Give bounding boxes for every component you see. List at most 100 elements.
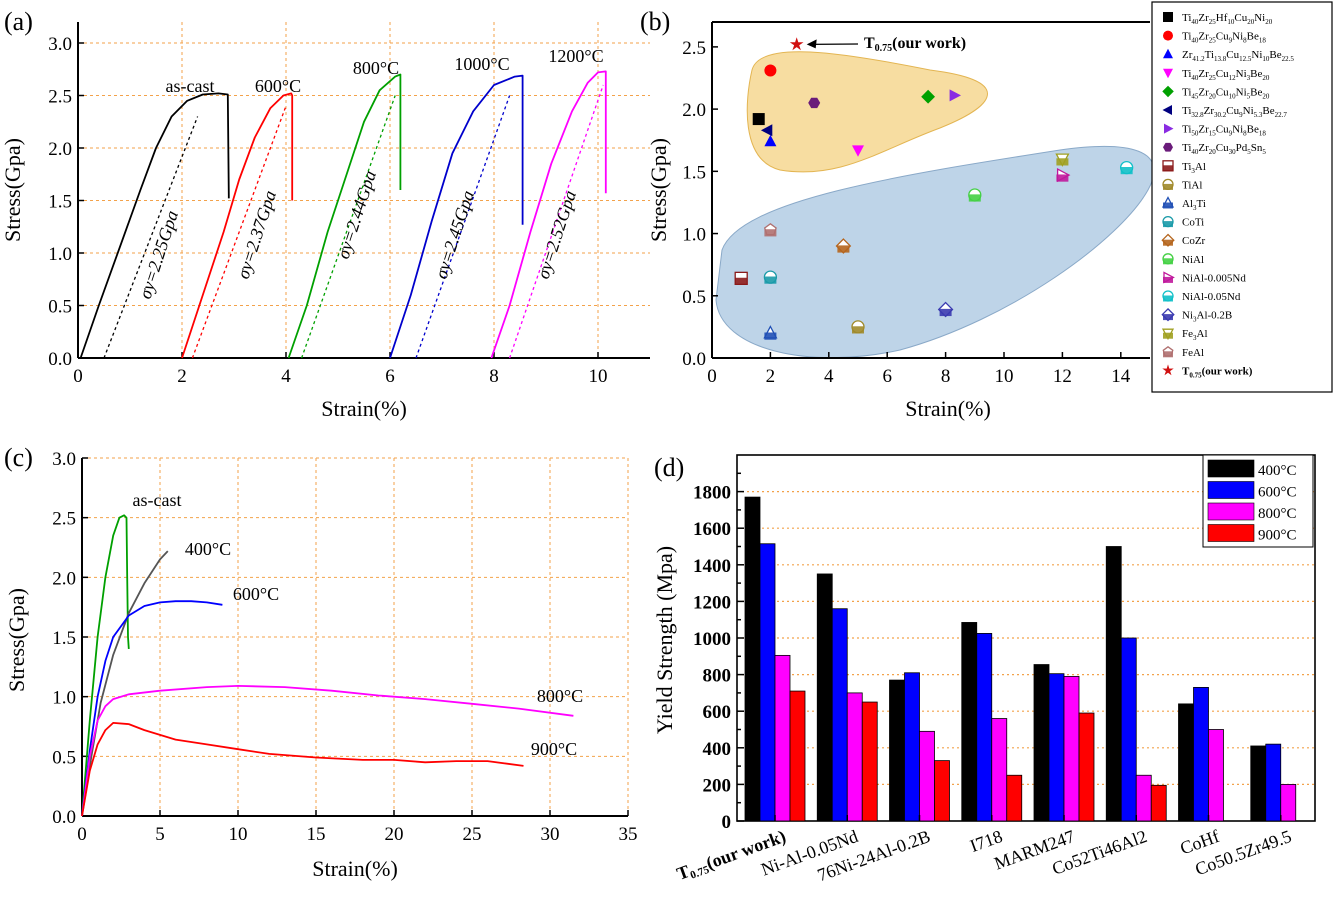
x-tick-label: 10	[229, 824, 248, 845]
scatter-point	[921, 89, 935, 104]
y-tick-label: 3.0	[48, 34, 72, 55]
x-tick-label: 8	[489, 366, 499, 387]
y-tick-label: 2.0	[682, 100, 706, 121]
bar	[1280, 784, 1297, 822]
series-label: 900°C	[531, 739, 577, 759]
y-tick-label: 1400	[693, 556, 731, 577]
x-tick-label: 2	[766, 366, 776, 387]
x-tick-label: 5	[155, 824, 165, 845]
y-tick-label: 2.5	[52, 509, 76, 530]
panel-a-x-label: Strain(%)	[321, 396, 407, 421]
legend-swatch	[1207, 481, 1255, 499]
series-curve-1	[81, 550, 169, 817]
marker-half-fill	[1163, 165, 1173, 172]
y-tick-label: 2.0	[52, 568, 76, 589]
panel-a-label: (a)	[4, 7, 33, 36]
x-tick-label: 15	[307, 824, 326, 845]
x-tick-label: 30	[541, 824, 560, 845]
bar	[991, 718, 1008, 822]
offset-line	[415, 95, 511, 359]
series-curve-2	[287, 73, 402, 359]
panel-d: 0 200 400 600 800 1000 1200 1400 1600 1800 (d) Yiel…	[652, 453, 1316, 885]
panel-d-label: (d)	[654, 453, 684, 482]
x-tick-label: 4	[281, 366, 291, 387]
y-tick-label: 3.0	[52, 449, 76, 470]
y-tick-label: 0.5	[52, 747, 76, 768]
legend-label: 600°C	[1258, 485, 1297, 501]
bar	[889, 679, 905, 822]
legend-label: TiAl	[1182, 179, 1202, 191]
marker-half-fill	[837, 245, 850, 253]
legend-label: FeAl	[1182, 347, 1204, 359]
scatter-point	[949, 89, 961, 102]
x-tick-label: 25	[463, 824, 482, 845]
legend-frame	[1151, 1, 1333, 393]
marker-half-fill	[1120, 167, 1133, 175]
bar	[934, 760, 950, 822]
bar	[1033, 664, 1050, 822]
x-tick-label: 0	[707, 366, 717, 387]
y-tick-label: 800	[703, 666, 732, 687]
cluster-region-low	[715, 145, 1155, 359]
legend-marker	[1163, 12, 1173, 22]
bar	[1006, 774, 1023, 822]
y-tick-label: 0	[722, 812, 732, 833]
y-tick-label: 2.0	[48, 139, 72, 160]
bar	[1150, 784, 1167, 822]
bar	[1250, 745, 1267, 822]
y-tick-label: 0.5	[48, 297, 72, 318]
legend-label: Zr41.2Ti13.8Cu12.5Ni10Be22.5	[1182, 49, 1294, 63]
yield-annotation: σy=2.25Gpa	[135, 208, 182, 301]
legend-marker	[1162, 85, 1174, 98]
bar	[1120, 637, 1137, 822]
marker-half-fill	[764, 229, 777, 237]
legend-label: 900°C	[1258, 528, 1297, 544]
panel-b-label: (b)	[640, 7, 670, 36]
legend-marker	[1163, 30, 1173, 41]
y-tick-label: 0.5	[682, 287, 706, 308]
x-tick-label: 6	[882, 366, 892, 387]
y-tick-label: 1.0	[48, 244, 72, 265]
legend-label: NiAl-0.05Nd	[1182, 291, 1241, 303]
legend-label: Ti32.8Zr30.2Cu9Ni5.3Be22.7	[1182, 105, 1287, 119]
yield-annotation: σy=2.44Gpa	[333, 168, 380, 261]
panel-c: 0 5 10 15 20 25 30 35 0.0 0.5 1.0 1.5 2.0 2.5 3.0 (c) St…	[4, 443, 638, 881]
legend-label: CoZr	[1182, 235, 1206, 247]
bar	[816, 573, 833, 822]
bar	[789, 690, 806, 822]
bar	[831, 608, 848, 822]
legend-label: NiAl-0.005Nd	[1182, 272, 1246, 284]
bar	[961, 622, 978, 822]
series-curve-4	[490, 70, 607, 359]
annotation-text: T0.75(our work)	[864, 35, 966, 54]
legend-label: Ti40Zr20Cu30Pd5Sn5	[1182, 142, 1266, 156]
series-curve-4	[81, 722, 524, 817]
marker-half-fill	[939, 308, 952, 317]
bar	[744, 496, 761, 822]
marker-half-fill	[1163, 202, 1173, 209]
legend-swatch	[1207, 524, 1255, 542]
y-tick-label: 200	[703, 775, 732, 796]
bar	[1265, 743, 1282, 822]
y-tick-label: 1.5	[48, 192, 72, 213]
bar	[1208, 729, 1224, 822]
y-tick-label: 2.5	[682, 38, 706, 59]
y-tick-label: 1000	[693, 629, 731, 650]
panel-b-x-label: Strain(%)	[905, 396, 991, 421]
series-curve-1	[181, 92, 294, 359]
yield-annotation: σy=2.37Gpa	[233, 188, 280, 281]
bar	[919, 730, 935, 822]
bar	[1193, 687, 1209, 822]
bar	[774, 654, 791, 822]
bar	[904, 672, 920, 822]
marker-half-fill	[1163, 258, 1173, 265]
scatter-point	[764, 134, 777, 147]
x-tick-label: 8	[941, 366, 951, 387]
offset-line	[508, 84, 604, 359]
series-label: 600°C	[255, 76, 301, 96]
marker-half-fill	[852, 326, 864, 334]
legend-box: 400°C 600°C 800°C 900°C	[1202, 454, 1314, 548]
bar	[976, 633, 993, 822]
x-tick-label: 20	[385, 824, 404, 845]
